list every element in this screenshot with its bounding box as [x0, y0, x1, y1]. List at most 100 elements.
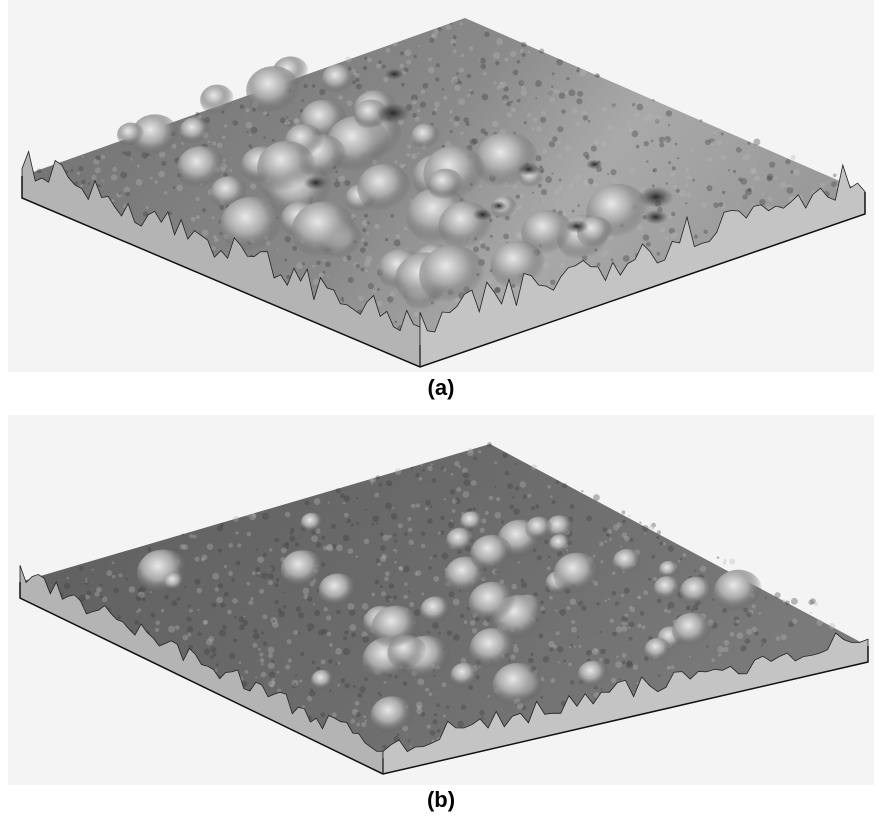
surface-grain	[360, 268, 364, 272]
surface-grain	[95, 167, 101, 173]
surface-grain	[285, 665, 290, 670]
surface-grain	[171, 600, 177, 606]
surface-grain	[646, 160, 649, 163]
surface-grain	[659, 542, 663, 546]
surface-grain	[112, 167, 117, 172]
surface-grain	[406, 59, 411, 64]
surface-grain	[626, 660, 632, 666]
surface-grain	[404, 532, 408, 536]
surface-grain	[252, 572, 256, 576]
surface-grain	[635, 112, 639, 116]
surface-grain	[735, 203, 737, 205]
surface-grain	[325, 262, 331, 268]
surface-grain	[380, 532, 384, 536]
surface-grain	[746, 629, 752, 635]
surface-grain	[440, 516, 444, 520]
surface-grain	[429, 38, 434, 43]
surface-grain	[568, 89, 575, 96]
surface-grain	[181, 142, 184, 145]
surface-peak	[246, 66, 301, 115]
surface-grain	[670, 171, 675, 176]
surface-grain	[364, 214, 368, 218]
surface-grain	[668, 161, 671, 164]
surface-pit	[490, 201, 507, 211]
surface-grain	[479, 60, 481, 62]
surface-grain	[602, 527, 607, 532]
surface-grain	[404, 166, 406, 168]
surface-grain	[434, 29, 439, 34]
surface-grain	[220, 602, 225, 607]
surface-grain	[594, 648, 598, 652]
surface-grain	[557, 126, 563, 132]
surface-peak	[470, 628, 517, 671]
surface-grain	[633, 665, 638, 670]
surface-grain	[442, 88, 444, 90]
surface-peak	[179, 117, 210, 145]
surface-grain	[85, 578, 87, 580]
surface-grain	[335, 648, 342, 655]
surface-grain	[517, 99, 521, 103]
surface-grain	[269, 565, 275, 571]
surface-grain	[88, 182, 90, 184]
surface-grain	[329, 689, 332, 692]
surface-grain	[95, 155, 100, 160]
surface-grain	[182, 533, 184, 535]
surface-grain	[694, 570, 696, 572]
surface-grain	[300, 652, 304, 656]
surface-grain	[137, 165, 140, 168]
surface-grain	[717, 141, 721, 145]
surface-grain	[614, 137, 616, 139]
surface-grain	[353, 685, 356, 688]
surface-grain	[294, 119, 300, 125]
surface-grain	[217, 143, 223, 149]
surface-grain	[543, 656, 550, 663]
surface-grain	[600, 560, 603, 563]
surface-grain	[462, 491, 469, 498]
surface-grain	[707, 157, 712, 162]
surface-grain	[671, 232, 678, 239]
surface-grain	[417, 109, 420, 112]
surface-grain	[337, 662, 340, 665]
surface-grain	[620, 545, 622, 547]
surface-grain	[196, 215, 200, 219]
surface-grain	[647, 135, 649, 137]
surface-grain	[574, 645, 576, 647]
surface-grain	[649, 524, 655, 530]
surface-grain	[380, 585, 383, 588]
surface-grain	[612, 591, 617, 596]
surface-grain	[548, 88, 555, 95]
surface-grain	[364, 539, 370, 545]
surface-grain	[646, 242, 651, 247]
surface-grain	[747, 142, 750, 145]
surface-grain	[540, 696, 543, 699]
surface-grain	[85, 580, 88, 583]
surface-grain	[470, 91, 473, 94]
surface-grain	[586, 516, 592, 522]
surface-grain	[362, 603, 369, 610]
surface-grain	[411, 504, 416, 509]
surface-grain	[410, 467, 413, 470]
surface-grain	[540, 165, 543, 168]
surface-peak	[420, 596, 451, 624]
surface-grain	[125, 192, 130, 197]
surface-grain	[687, 175, 692, 180]
surface-grain	[494, 486, 496, 488]
surface-grain	[296, 606, 301, 611]
surface-grain	[401, 83, 405, 87]
surface-grain	[177, 185, 183, 191]
surface-grain	[448, 591, 454, 597]
surface-grain	[119, 573, 123, 577]
surface-grain	[409, 602, 414, 607]
surface-grain	[356, 712, 361, 717]
surface-grain	[130, 159, 132, 161]
surface-grain	[765, 597, 767, 599]
surface-grain	[37, 169, 42, 174]
surface-peak	[470, 535, 513, 573]
surface-grain	[258, 648, 261, 651]
surface-grain	[484, 132, 488, 136]
surface-grain	[588, 120, 591, 123]
surface-grain	[503, 233, 509, 239]
surface-grain	[346, 57, 352, 63]
surface-grain	[551, 172, 553, 174]
surface-pit	[517, 162, 540, 176]
